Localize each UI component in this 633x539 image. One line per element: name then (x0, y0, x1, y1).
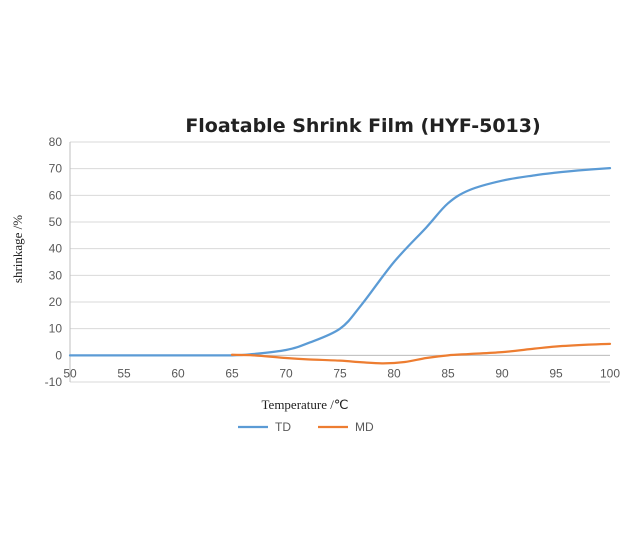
y-tick-label: 0 (55, 348, 62, 362)
y-tick-label: 10 (49, 322, 63, 336)
series-line-md (230, 342, 612, 365)
y-axis-ticks: -10 0 10 20 30 40 50 60 70 80 (45, 135, 63, 389)
series-lines (68, 167, 612, 365)
y-tick-label: 60 (49, 188, 63, 202)
x-tick-label: 60 (171, 366, 185, 380)
x-tick-label: 85 (441, 366, 455, 380)
y-tick-label: -10 (45, 375, 63, 389)
y-tick-label: 20 (49, 295, 63, 309)
y-axis-label: shrinkage /% (10, 215, 25, 283)
x-axis-label: Temperature /℃ (262, 397, 349, 412)
legend-label: MD (355, 420, 374, 434)
x-tick-label: 90 (495, 366, 509, 380)
x-tick-label: 70 (279, 366, 293, 380)
x-axis-ticks: 50 55 60 65 70 75 80 85 90 95 100 (63, 366, 620, 380)
chart-title: Floatable Shrink Film (HYF-5013) (185, 115, 540, 137)
x-tick-label: 65 (225, 366, 239, 380)
gridlines (69, 141, 610, 383)
x-tick-label: 80 (387, 366, 401, 380)
x-tick-label: 75 (333, 366, 347, 380)
y-tick-label: 70 (49, 162, 63, 176)
x-tick-label: 50 (63, 366, 77, 380)
y-tick-label: 80 (49, 135, 63, 149)
y-tick-label: 40 (49, 242, 63, 256)
x-tick-label: 100 (600, 366, 620, 380)
legend-label: TD (275, 420, 291, 434)
series-line-td (68, 167, 612, 357)
y-tick-label: 30 (49, 268, 63, 282)
y-tick-label: 50 (49, 215, 63, 229)
x-tick-label: 95 (549, 366, 563, 380)
x-tick-label: 55 (117, 366, 131, 380)
legend: TD MD (238, 420, 374, 434)
